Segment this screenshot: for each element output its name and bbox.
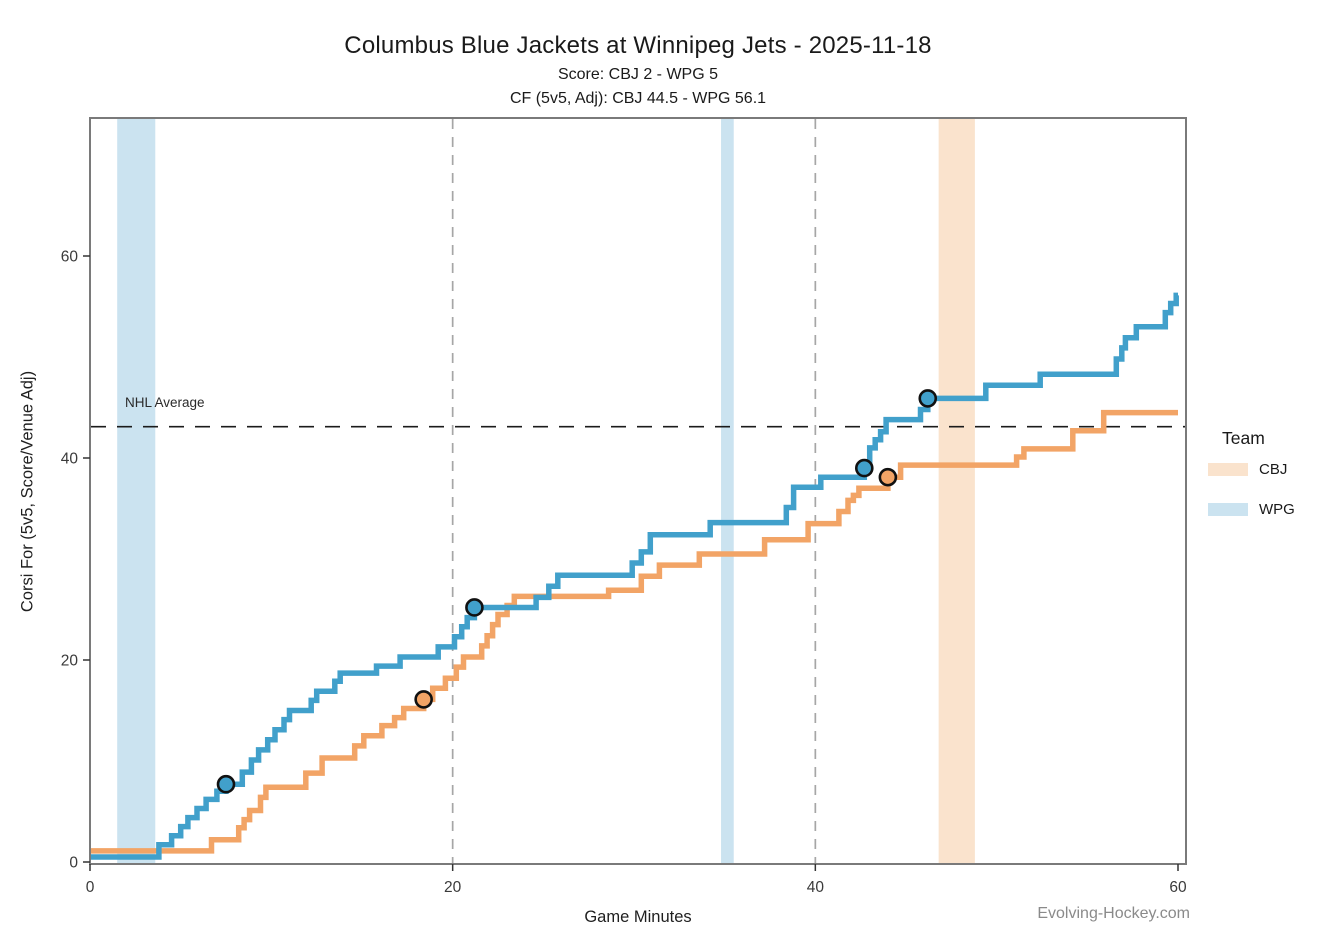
wpg-goal-marker [216, 774, 236, 794]
x-tick-label: 0 [86, 879, 95, 896]
x-axis-label: Game Minutes [584, 908, 692, 926]
x-tick-label: 40 [807, 879, 825, 896]
nhl-average-label: NHL Average [125, 395, 205, 410]
wpg-step-line [90, 292, 1179, 860]
legend-label-cbj: CBJ [1259, 460, 1288, 478]
wpg-goal-marker [854, 458, 874, 478]
wpg-powerplay-band [117, 119, 156, 863]
cbj-goal-marker [414, 690, 433, 709]
wpg-goal-marker [465, 598, 484, 617]
legend-swatch-wpg [1208, 502, 1248, 516]
y-tick-label: 20 [61, 653, 79, 670]
chart-subtitle-score: Score: CBJ 2 - WPG 5 [557, 66, 719, 83]
cbj-powerplay-band [938, 119, 975, 863]
x-tick-label: 60 [1169, 879, 1187, 896]
legend-item-wpg: WPG [1208, 500, 1295, 518]
legend: Team CBJ WPG [1208, 428, 1295, 541]
y-tick-label: 40 [61, 451, 79, 468]
chart-title: Columbus Blue Jackets at Winnipeg Jets -… [344, 32, 932, 59]
legend-title: Team [1222, 428, 1265, 448]
y-tick-label: 60 [61, 249, 79, 266]
watermark: Evolving-Hockey.com [1037, 905, 1190, 922]
cbj-goal-marker [878, 467, 898, 487]
cbj-step-line [90, 409, 1178, 854]
wpg-powerplay-band [721, 119, 734, 863]
legend-swatch-cbj [1208, 462, 1248, 476]
legend-label-wpg: WPG [1259, 500, 1295, 518]
y-tick-label: 0 [69, 855, 78, 872]
chart-subtitle-cf: CF (5v5, Adj): CBJ 44.5 - WPG 56.1 [509, 90, 767, 107]
y-axis-label: Corsi For (5v5, Score/Venue Adj) [18, 370, 37, 613]
x-tick-label: 20 [444, 879, 462, 896]
plot-border [89, 117, 1187, 865]
legend-item-cbj: CBJ [1208, 460, 1295, 478]
wpg-goal-marker [918, 389, 938, 408]
